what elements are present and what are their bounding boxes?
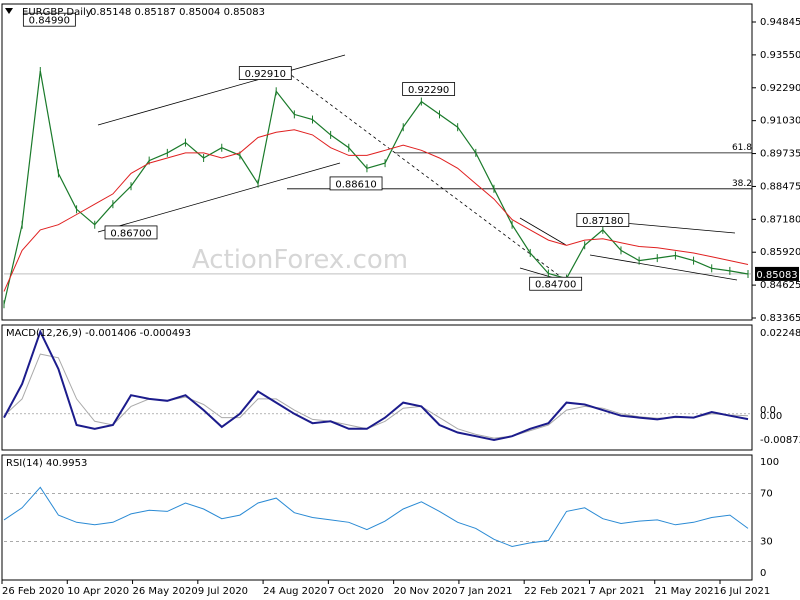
- y-tick-label: 0.84625: [760, 280, 800, 291]
- annotation-box: [529, 276, 583, 291]
- x-tick-label: 21 May 2021: [655, 586, 720, 597]
- macd-panel: [1, 324, 753, 451]
- annotation-label: 0.92290: [408, 85, 449, 96]
- channel-line: [519, 217, 567, 246]
- x-tick-label: 7 Oct 2020: [328, 586, 383, 597]
- annotation-box: [238, 66, 292, 80]
- y-tick-label: 0.87180: [760, 214, 800, 225]
- watermark: ActionForex.com: [192, 245, 408, 275]
- y-tick-label: -0.008736: [760, 435, 800, 446]
- y-tick-label: 70: [760, 488, 773, 499]
- rsi-panel: [1, 454, 753, 581]
- annotation-box: [402, 82, 456, 96]
- annotation-label: 0.86700: [110, 228, 151, 239]
- macd-line: [3, 329, 749, 442]
- x-tick-label: 6 Jul 2021: [720, 586, 770, 597]
- channel-line: [589, 254, 738, 281]
- macd-signal-line: [3, 353, 749, 439]
- channel-line: [97, 54, 346, 126]
- y-tick-label: 0.94845: [760, 17, 800, 28]
- price-panel: [1, 3, 753, 321]
- x-tick-label: 26 May 2020: [133, 586, 198, 597]
- y-tick-label: 0.89735: [760, 149, 800, 160]
- annotation-box: [22, 12, 76, 27]
- x-tick-label: 26 Feb 2020: [2, 586, 64, 597]
- annotation-label: 0.87180: [582, 216, 623, 227]
- trend-dashed-line: [286, 71, 566, 281]
- x-tick-label: 24 Aug 2020: [263, 586, 327, 597]
- annotation-box: [104, 225, 158, 240]
- fib-label: 61.8: [732, 143, 752, 153]
- collapse-arrow-icon[interactable]: [5, 8, 13, 14]
- x-tick-label: 22 Feb 2021: [524, 586, 586, 597]
- channel-line: [97, 162, 341, 233]
- current-price-label: 0.85083: [756, 270, 797, 281]
- y-tick-label: 0.88475: [760, 181, 800, 192]
- y-tick-label: 0.85920: [760, 247, 800, 258]
- chart-header: EURGBP,Daily: [22, 7, 92, 18]
- annotation-label: 0.84700: [535, 280, 576, 291]
- fib-label: 38.2: [732, 179, 752, 189]
- rsi-line: [3, 486, 749, 548]
- chart-ohlc: 0.85148 0.85187 0.85004 0.85083: [90, 7, 265, 18]
- x-tick-label: 7 Jan 2021: [459, 586, 513, 597]
- x-tick-label: 20 Nov 2020: [394, 586, 458, 597]
- x-tick-label: 9 Jul 2020: [198, 586, 248, 597]
- annotation-label: 0.88610: [335, 179, 376, 190]
- sma-series-line: [3, 129, 749, 292]
- macd-title: MACD(12,26,9) -0.001406 -0.000493: [6, 328, 191, 339]
- x-tick-label: 10 Apr 2020: [67, 586, 129, 597]
- annotation-box: [329, 176, 383, 191]
- y-tick-label: 100: [760, 457, 779, 468]
- price-series-line: [3, 70, 749, 305]
- y-tick-label: 30: [760, 537, 773, 548]
- y-tick-label: 0.022482: [760, 328, 800, 339]
- y-tick-label: 0.83365: [760, 313, 800, 324]
- rsi-title: RSI(14) 40.9953: [6, 458, 87, 469]
- y-tick-label: 0.91030: [760, 116, 800, 127]
- y-tick-label: 0.00: [760, 411, 782, 422]
- annotation-box: [576, 213, 630, 228]
- y-tick-label: 0.92290: [760, 83, 800, 94]
- current-price-badge: [755, 266, 799, 281]
- y-tick-label: 0.0: [760, 405, 776, 416]
- y-tick-label: 0: [760, 568, 766, 579]
- annotation-label: 0.92910: [245, 69, 286, 80]
- y-tick-label: 0.93550: [760, 50, 800, 61]
- x-tick-label: 7 Apr 2021: [589, 586, 644, 597]
- annotation-label: 0.84990: [29, 16, 70, 27]
